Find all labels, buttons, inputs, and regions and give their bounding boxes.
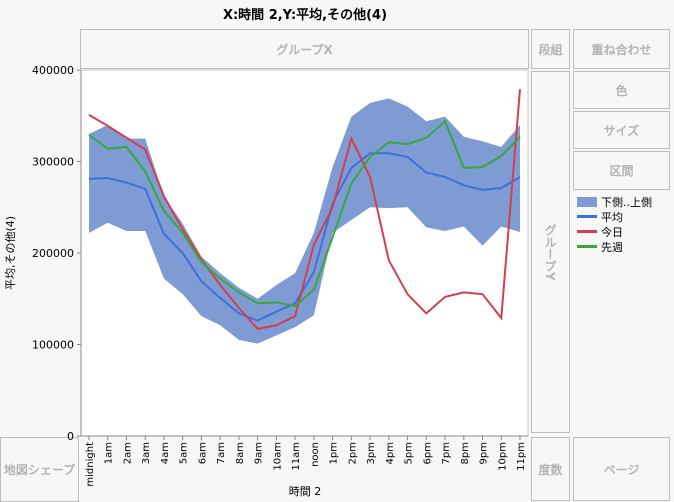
legend: 下側..上側 平均 今日 先週 (577, 194, 652, 254)
x-tick-label: 6pm (422, 442, 433, 464)
line-swatch-icon (577, 230, 597, 233)
x-tick-label: 10am (272, 442, 283, 471)
size-zone[interactable]: サイズ (573, 111, 670, 149)
x-tick-label: midnight (85, 442, 96, 487)
x-tick-label: 3pm (366, 442, 377, 464)
series-line-0 (88, 152, 521, 322)
overlay-zone[interactable]: 重ね合わせ (573, 29, 670, 69)
legend-item-last-week[interactable]: 先週 (577, 239, 652, 254)
x-tick-label: 8pm (460, 442, 471, 464)
series-line-1 (88, 89, 521, 331)
y-tick-label: 300000 (32, 156, 74, 169)
x-axis-label[interactable]: 時間 2 (288, 485, 322, 498)
x-tick-label: 9am (254, 442, 265, 464)
y-tick-label: 100000 (32, 339, 74, 352)
y-tick-label: 400000 (32, 64, 74, 77)
series-line-2 (88, 119, 521, 308)
y-tick-label: 0 (67, 430, 74, 443)
legend-label: 今日 (601, 225, 623, 239)
x-tick-label: 2am (122, 442, 133, 464)
x-tick-label: 9pm (479, 442, 490, 464)
x-tick-label: 4am (160, 442, 171, 464)
x-tick-label: 11pm (516, 442, 527, 471)
legend-label: 下側..上側 (601, 195, 652, 209)
x-tick-label: 10pm (497, 442, 508, 471)
line-swatch-icon (577, 215, 597, 218)
x-tick-label: 6am (197, 442, 208, 464)
chart-title: X:時間 2,Y:平均,その他(4) (222, 8, 388, 23)
group-y-zone[interactable]: グループY (531, 71, 570, 433)
map-shape-zone[interactable]: 地図シェープ (0, 437, 79, 502)
y-tick-label: 200000 (32, 247, 74, 260)
x-tick-label: 5am (179, 442, 190, 464)
legend-item-mean[interactable]: 平均 (577, 209, 652, 224)
x-tick-label: 11am (291, 442, 302, 471)
band-swatch-icon (577, 196, 597, 207)
legend-item-band[interactable]: 下側..上側 (577, 194, 652, 209)
x-tick-label: 8am (235, 442, 246, 464)
x-tick-label: noon (310, 442, 321, 467)
x-tick-label: 1am (104, 442, 115, 464)
x-tick-label: 3am (141, 442, 152, 464)
legend-label: 平均 (601, 210, 623, 224)
line-swatch-icon (577, 245, 597, 248)
x-tick-label: 2pm (347, 442, 358, 464)
x-tick-label: 1pm (329, 442, 340, 464)
interval-zone[interactable]: 区間 (573, 151, 670, 190)
color-zone[interactable]: 色 (573, 71, 670, 109)
wrap-zone[interactable]: 段組 (531, 29, 570, 69)
x-tick-label: 7pm (441, 442, 452, 464)
legend-item-today[interactable]: 今日 (577, 224, 652, 239)
freq-zone[interactable]: 度数 (531, 437, 570, 501)
legend-label: 先週 (601, 240, 623, 254)
group-x-zone[interactable]: グループX (80, 29, 529, 69)
page-zone[interactable]: ページ (573, 437, 670, 501)
x-tick-label: 4pm (385, 442, 396, 464)
x-tick-label: 5pm (404, 442, 415, 464)
x-tick-label: 7am (216, 442, 227, 464)
